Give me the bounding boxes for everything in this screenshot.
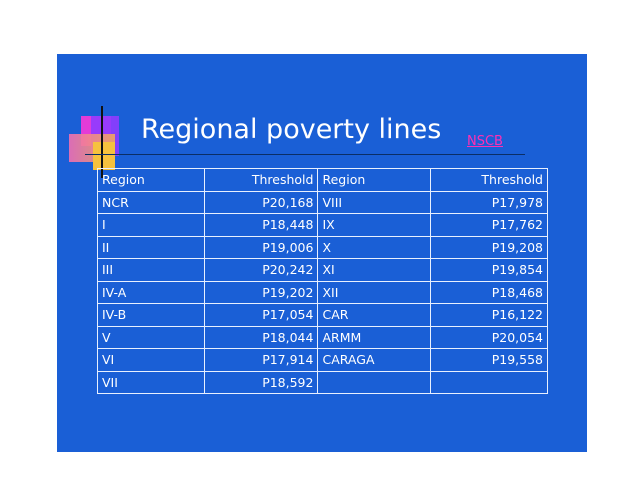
column-header-region: Region <box>317 168 431 192</box>
title-underline <box>85 154 525 155</box>
threshold-cell: P18,448 <box>204 213 319 237</box>
region-cell: IV-B <box>96 303 206 327</box>
region-cell: III <box>96 258 206 282</box>
threshold-cell: P20,242 <box>204 258 319 282</box>
region-cell: ARMM <box>317 325 431 349</box>
threshold-cell: P17,914 <box>204 348 319 372</box>
table-row: IV-A P19,202 XII P18,468 <box>96 280 548 304</box>
region-cell: VIII <box>317 190 431 214</box>
threshold-cell: P18,468 <box>430 280 548 304</box>
threshold-cell: P16,122 <box>430 303 548 327</box>
threshold-cell: P19,854 <box>430 258 548 282</box>
region-cell <box>317 370 431 394</box>
region-cell: I <box>96 213 206 237</box>
poverty-lines-table: Region Threshold Region Threshold NCR P2… <box>96 168 548 394</box>
region-cell: XI <box>317 258 431 282</box>
threshold-cell: P18,592 <box>204 370 319 394</box>
region-cell: II <box>96 235 206 259</box>
region-cell: IX <box>317 213 431 237</box>
threshold-cell: P17,762 <box>430 213 548 237</box>
threshold-cell <box>430 370 548 394</box>
region-cell: NCR <box>96 190 206 214</box>
table-row: III P20,242 XI P19,854 <box>96 258 548 282</box>
decorative-square-yellow <box>93 142 115 170</box>
table-row: II P19,006 X P19,208 <box>96 235 548 259</box>
region-cell: V <box>96 325 206 349</box>
region-cell: IV-A <box>96 280 206 304</box>
threshold-cell: P17,054 <box>204 303 319 327</box>
region-cell: VI <box>96 348 206 372</box>
region-cell: XII <box>317 280 431 304</box>
threshold-cell: P20,168 <box>204 190 319 214</box>
table-row: IV-B P17,054 CAR P16,122 <box>96 303 548 327</box>
table-row: V P18,044 ARMM P20,054 <box>96 325 548 349</box>
column-header-threshold: Threshold <box>204 168 319 192</box>
threshold-cell: P19,558 <box>430 348 548 372</box>
source-link-nscb[interactable]: NSCB <box>467 134 503 149</box>
slide-title: Regional poverty lines <box>141 114 442 145</box>
table-row: NCR P20,168 VIII P17,978 <box>96 190 548 214</box>
threshold-cell: P18,044 <box>204 325 319 349</box>
region-cell: CAR <box>317 303 431 327</box>
table-row: I P18,448 IX P17,762 <box>96 213 548 237</box>
column-header-threshold: Threshold <box>430 168 548 192</box>
slide: Regional poverty lines NSCB Region Thres… <box>57 54 587 452</box>
column-header-region: Region <box>96 168 206 192</box>
threshold-cell: P20,054 <box>430 325 548 349</box>
table-row: VI P17,914 CARAGA P19,558 <box>96 348 548 372</box>
table-header-row: Region Threshold Region Threshold <box>96 168 548 192</box>
threshold-cell: P19,006 <box>204 235 319 259</box>
threshold-cell: P19,208 <box>430 235 548 259</box>
region-cell: CARAGA <box>317 348 431 372</box>
table-row: VII P18,592 <box>96 370 548 394</box>
region-cell: X <box>317 235 431 259</box>
region-cell: VII <box>96 370 206 394</box>
threshold-cell: P19,202 <box>204 280 319 304</box>
decorative-vertical-line <box>101 106 103 178</box>
threshold-cell: P17,978 <box>430 190 548 214</box>
